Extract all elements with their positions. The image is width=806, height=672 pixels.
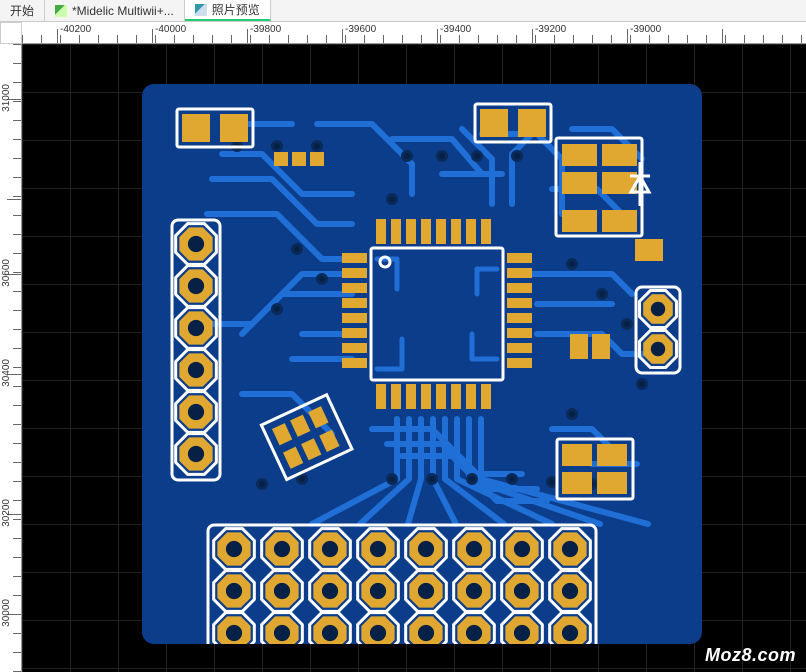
- pcb-board[interactable]: [142, 84, 702, 644]
- tab-photo-preview[interactable]: 照片预览: [185, 0, 271, 21]
- tab-project[interactable]: *Midelic Multiwii+...: [45, 0, 185, 21]
- tab-start[interactable]: 开始: [0, 0, 45, 21]
- canvas[interactable]: Moz8.com: [22, 44, 806, 672]
- tab-label: 照片预览: [212, 1, 260, 18]
- tab-bar: 开始 *Midelic Multiwii+... 照片预览: [0, 0, 806, 22]
- ruler-horizontal[interactable]: -40200-40000-39800-39600-39400-39200-390…: [22, 22, 806, 44]
- ruler-vertical[interactable]: 3100030600304003020030000: [0, 44, 22, 672]
- sheet-icon: [55, 5, 67, 17]
- ruler-origin: [0, 22, 22, 44]
- tab-label: *Midelic Multiwii+...: [72, 4, 174, 18]
- photo-icon: [195, 4, 207, 16]
- watermark: Moz8.com: [705, 645, 796, 666]
- tab-label: 开始: [10, 2, 34, 19]
